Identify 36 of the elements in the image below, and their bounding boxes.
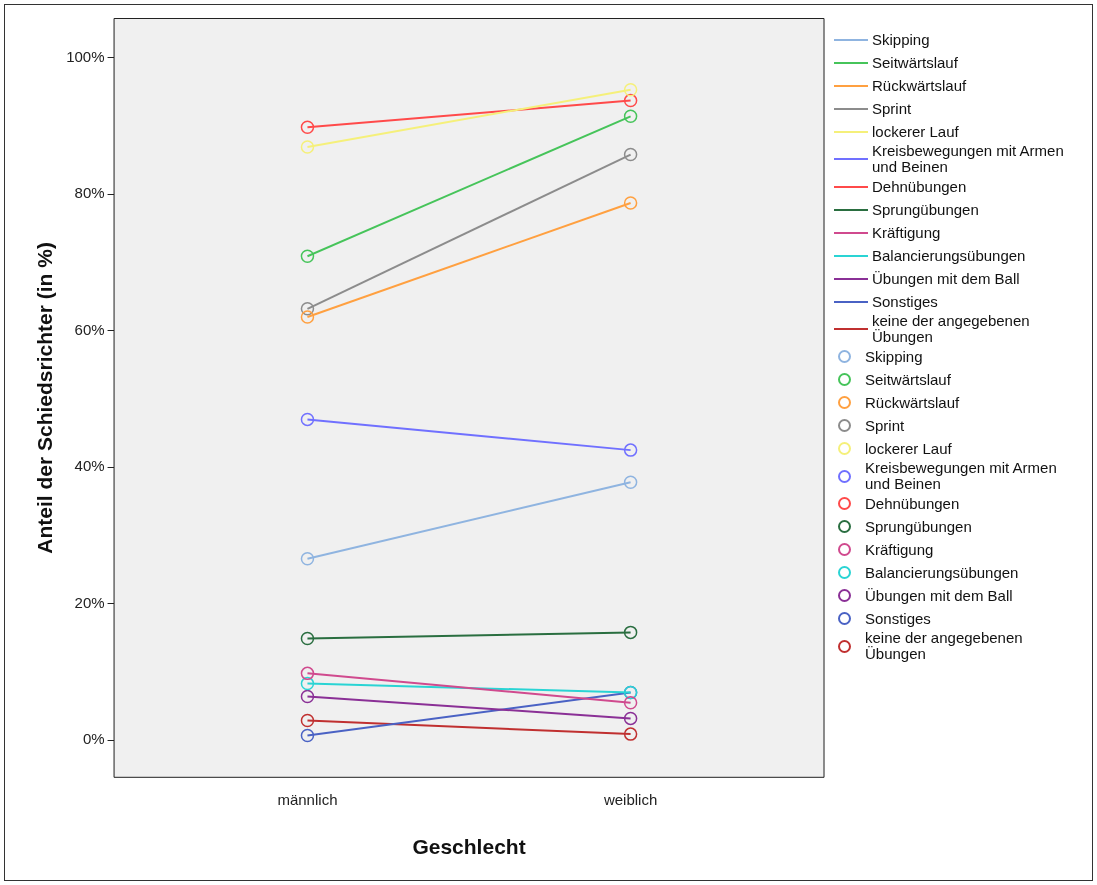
y-tick-label: 0%	[82, 730, 105, 748]
text: Sprint	[865, 416, 905, 434]
text: Kreisbewegungen mit Armen und Beinen	[872, 142, 1064, 175]
y-tick-label: 60%	[74, 320, 105, 338]
legend-label: Sonstiges	[865, 609, 931, 627]
text: keine der angegebenen Übungen	[872, 312, 1030, 345]
text: Sprungübungen	[872, 200, 979, 218]
legend-label: Balancierungsübungen	[865, 563, 1019, 581]
x-tick-label: weiblich	[602, 790, 658, 808]
legend-label: Rückwärtslauf	[865, 393, 960, 411]
text: Skipping	[872, 30, 930, 48]
y-tick-label: 100%	[66, 47, 105, 65]
legend-label: Skipping	[865, 347, 923, 365]
y-axis-title: Anteil der Schiedsrichter (in %)	[33, 242, 57, 554]
text: lockerer Lauf	[865, 439, 952, 457]
legend-label: Übungen mit dem Ball	[865, 586, 1013, 604]
y-tick-label: 20%	[74, 593, 105, 611]
text: Sonstiges	[872, 292, 938, 310]
legend-label: Kreisbewegungen mit Armen und Beinen	[865, 459, 1058, 492]
legend-label: keine der angegebenen Übungen	[865, 629, 1024, 662]
legend-label: Dehnübungen	[872, 177, 967, 195]
x-tick-label: männlich	[277, 790, 338, 808]
y-tick-label: 80%	[74, 184, 105, 202]
text: Rückwärtslauf	[872, 76, 967, 94]
text: Dehnübungen	[865, 494, 960, 512]
y-tick-label: 40%	[74, 457, 105, 475]
text: Seitwärtslauf	[865, 370, 951, 388]
legend-label: lockerer Lauf	[872, 122, 959, 140]
legend-label: Kräftigung	[865, 540, 934, 558]
legend-label: Sprungübungen	[865, 517, 972, 535]
legend-label: Seitwärtslauf	[872, 53, 958, 71]
x-axis-title: Geschlecht	[412, 835, 526, 859]
legend-label: Sprint	[872, 99, 912, 117]
text: Kräftigung	[872, 223, 941, 241]
text: Übungen mit dem Ball	[872, 269, 1020, 287]
text: Balancierungsübungen	[872, 246, 1026, 264]
